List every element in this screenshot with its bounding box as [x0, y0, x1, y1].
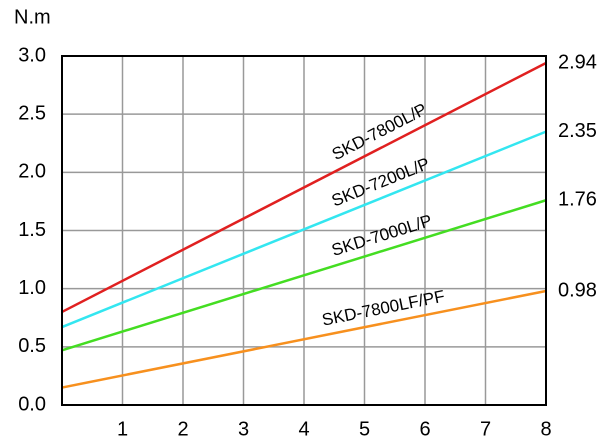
y-axis-label: N.m — [14, 6, 51, 28]
x-tick-label: 5 — [359, 418, 370, 440]
y-tick-label: 0.0 — [18, 393, 46, 415]
x-tick-label: 2 — [177, 418, 188, 440]
y-tick-label: 0.5 — [18, 335, 46, 357]
series-line — [61, 199, 547, 352]
x-tick-label: 6 — [419, 418, 430, 440]
y-tick-label: 3.0 — [18, 44, 46, 66]
x-tick-label: 8 — [540, 418, 551, 440]
y-tick-label: 1.0 — [18, 277, 46, 299]
y-tick-label: 2.5 — [18, 102, 46, 124]
x-tick-label: 3 — [238, 418, 249, 440]
y2-tick-label: 1.76 — [558, 189, 597, 211]
y2-tick-label: 0.98 — [558, 279, 597, 301]
series-line — [61, 61, 547, 314]
series-line — [61, 289, 547, 389]
plot-border — [61, 55, 547, 406]
series-line — [61, 130, 547, 329]
y-tick-label: 1.5 — [18, 219, 46, 241]
y2-tick-label: 2.94 — [558, 51, 597, 73]
x-tick-label: 4 — [298, 418, 309, 440]
y2-tick-label: 2.35 — [558, 120, 597, 142]
x-tick-label: 7 — [480, 418, 491, 440]
x-tick-label: 1 — [117, 418, 128, 440]
y-tick-label: 2.0 — [18, 161, 46, 183]
